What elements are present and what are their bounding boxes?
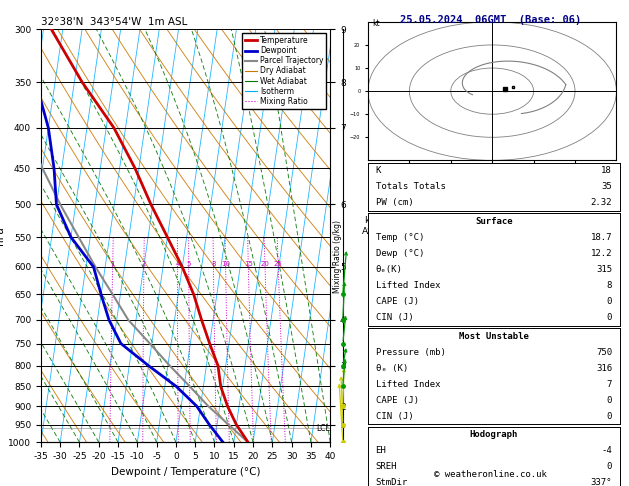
Text: 0: 0 <box>606 462 612 471</box>
Text: Lifted Index: Lifted Index <box>376 380 440 389</box>
Text: Hodograph: Hodograph <box>470 430 518 439</box>
Text: StmDir: StmDir <box>376 478 408 486</box>
Text: 15: 15 <box>244 261 253 267</box>
Text: 337°: 337° <box>591 478 612 486</box>
Text: CAPE (J): CAPE (J) <box>376 297 418 306</box>
Text: 25.05.2024  06GMT  (Base: 06): 25.05.2024 06GMT (Base: 06) <box>400 15 581 25</box>
Text: 0: 0 <box>606 412 612 421</box>
Text: K: K <box>376 166 381 175</box>
Text: © weatheronline.co.uk: © weatheronline.co.uk <box>434 469 547 479</box>
Text: 2.32: 2.32 <box>591 198 612 208</box>
Text: -4: -4 <box>601 446 612 455</box>
Text: Temp (°C): Temp (°C) <box>376 233 424 242</box>
Text: 2: 2 <box>142 261 146 267</box>
Text: 25: 25 <box>274 261 282 267</box>
Text: 35: 35 <box>601 182 612 191</box>
Text: CIN (J): CIN (J) <box>376 412 413 421</box>
Text: Totals Totals: Totals Totals <box>376 182 445 191</box>
Text: 0: 0 <box>606 297 612 306</box>
Text: 316: 316 <box>596 364 612 373</box>
Text: Lifted Index: Lifted Index <box>376 281 440 290</box>
Text: 20: 20 <box>260 261 269 267</box>
Y-axis label: hPa: hPa <box>0 226 6 245</box>
Text: 5: 5 <box>187 261 191 267</box>
Y-axis label: km
ASL: km ASL <box>362 216 379 236</box>
Text: CAPE (J): CAPE (J) <box>376 396 418 405</box>
Text: Surface: Surface <box>475 217 513 226</box>
Text: 750: 750 <box>596 347 612 357</box>
Text: Mixing Ratio (g/kg): Mixing Ratio (g/kg) <box>333 220 342 293</box>
Text: 0: 0 <box>606 396 612 405</box>
Text: LCL: LCL <box>316 424 330 433</box>
Legend: Temperature, Dewpoint, Parcel Trajectory, Dry Adiabat, Wet Adiabat, Isotherm, Mi: Temperature, Dewpoint, Parcel Trajectory… <box>242 33 326 109</box>
Text: 18.7: 18.7 <box>591 233 612 242</box>
Text: Dewp (°C): Dewp (°C) <box>376 249 424 258</box>
Text: 8: 8 <box>606 281 612 290</box>
Text: θₑ (K): θₑ (K) <box>376 364 408 373</box>
Text: 32°38'N  343°54'W  1m ASL: 32°38'N 343°54'W 1m ASL <box>41 17 187 27</box>
Text: θₑ(K): θₑ(K) <box>376 265 403 274</box>
Text: 18: 18 <box>601 166 612 175</box>
Text: 4: 4 <box>175 261 180 267</box>
Text: Pressure (mb): Pressure (mb) <box>376 347 445 357</box>
Text: EH: EH <box>376 446 386 455</box>
Text: 0: 0 <box>606 313 612 322</box>
Text: 7: 7 <box>606 380 612 389</box>
X-axis label: Dewpoint / Temperature (°C): Dewpoint / Temperature (°C) <box>111 467 260 477</box>
Text: 315: 315 <box>596 265 612 274</box>
Text: 10: 10 <box>221 261 230 267</box>
Text: 8: 8 <box>211 261 216 267</box>
Text: CIN (J): CIN (J) <box>376 313 413 322</box>
Text: SREH: SREH <box>376 462 397 471</box>
Text: 12.2: 12.2 <box>591 249 612 258</box>
Text: 1: 1 <box>111 261 115 267</box>
Text: Most Unstable: Most Unstable <box>459 331 529 341</box>
Text: PW (cm): PW (cm) <box>376 198 413 208</box>
Text: kt: kt <box>372 19 380 29</box>
